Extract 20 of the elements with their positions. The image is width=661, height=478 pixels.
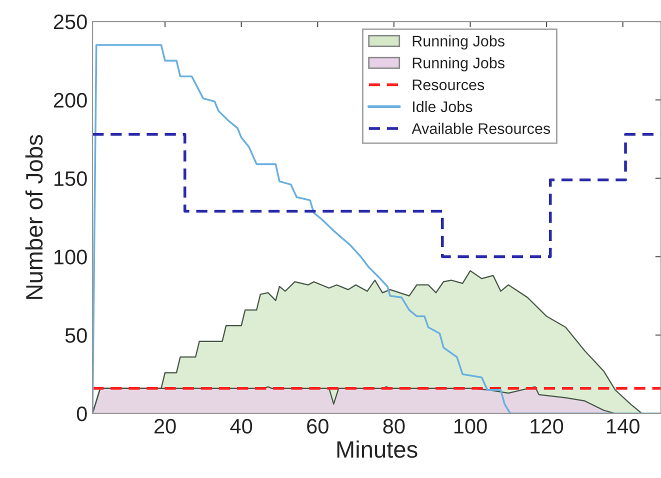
x-tick-label: 40 [230, 418, 252, 434]
x-tick-label: 60 [307, 418, 328, 434]
legend-label: Resources [412, 80, 484, 90]
legend-label: Running Jobs [412, 57, 504, 72]
y-tick-label: 100 [54, 250, 87, 264]
y-tick-label: 200 [54, 92, 87, 108]
y-tick-label: 150 [54, 171, 87, 186]
x-tick-label: 80 [383, 418, 405, 434]
y-axis-title: Number of Jobs [25, 135, 43, 299]
y-tick-label: 50 [65, 328, 87, 343]
legend-label: Idle Jobs [413, 100, 472, 112]
x-tick-label: 120 [530, 418, 564, 434]
x-axis-title: Minutes [337, 440, 418, 458]
x-tick-label: 100 [454, 418, 487, 434]
y-tick-label: 250 [54, 14, 87, 30]
x-tick-label: 140 [607, 418, 640, 434]
legend-label: Available Resources [412, 122, 550, 134]
y-tick-label: 0 [76, 406, 87, 422]
legend-label: Running Jobs [412, 35, 504, 50]
x-tick-label: 20 [154, 418, 176, 434]
